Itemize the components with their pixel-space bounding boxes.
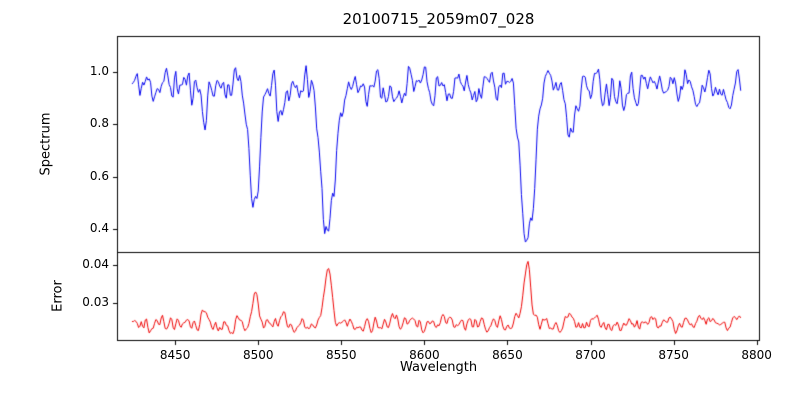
spectrum-y-tick-label: 0.4 (89, 220, 109, 235)
x-tick-label: 8800 (741, 348, 772, 362)
x-tick-label: 8600 (409, 348, 440, 362)
chart-title: 20100715_2059m07_028 (342, 10, 535, 28)
x-tick-label: 8700 (575, 348, 606, 362)
x-tick-label: 8450 (159, 348, 191, 362)
x-tick-label: 8500 (242, 348, 274, 362)
x-tick-label: 8750 (658, 348, 689, 362)
spectrum-y-tick-label: 1.0 (89, 64, 109, 79)
error-y-tick-label: 0.03 (82, 294, 109, 309)
x-tick-label: 8650 (492, 348, 523, 362)
x-tick-label: 8550 (326, 348, 357, 362)
spectrum-y-tick-label: 0.8 (89, 116, 109, 131)
error-y-tick-label: 0.04 (82, 256, 109, 271)
spectrum-y-tick-label: 0.6 (89, 168, 109, 183)
x-axis-label: Wavelength (399, 360, 478, 375)
